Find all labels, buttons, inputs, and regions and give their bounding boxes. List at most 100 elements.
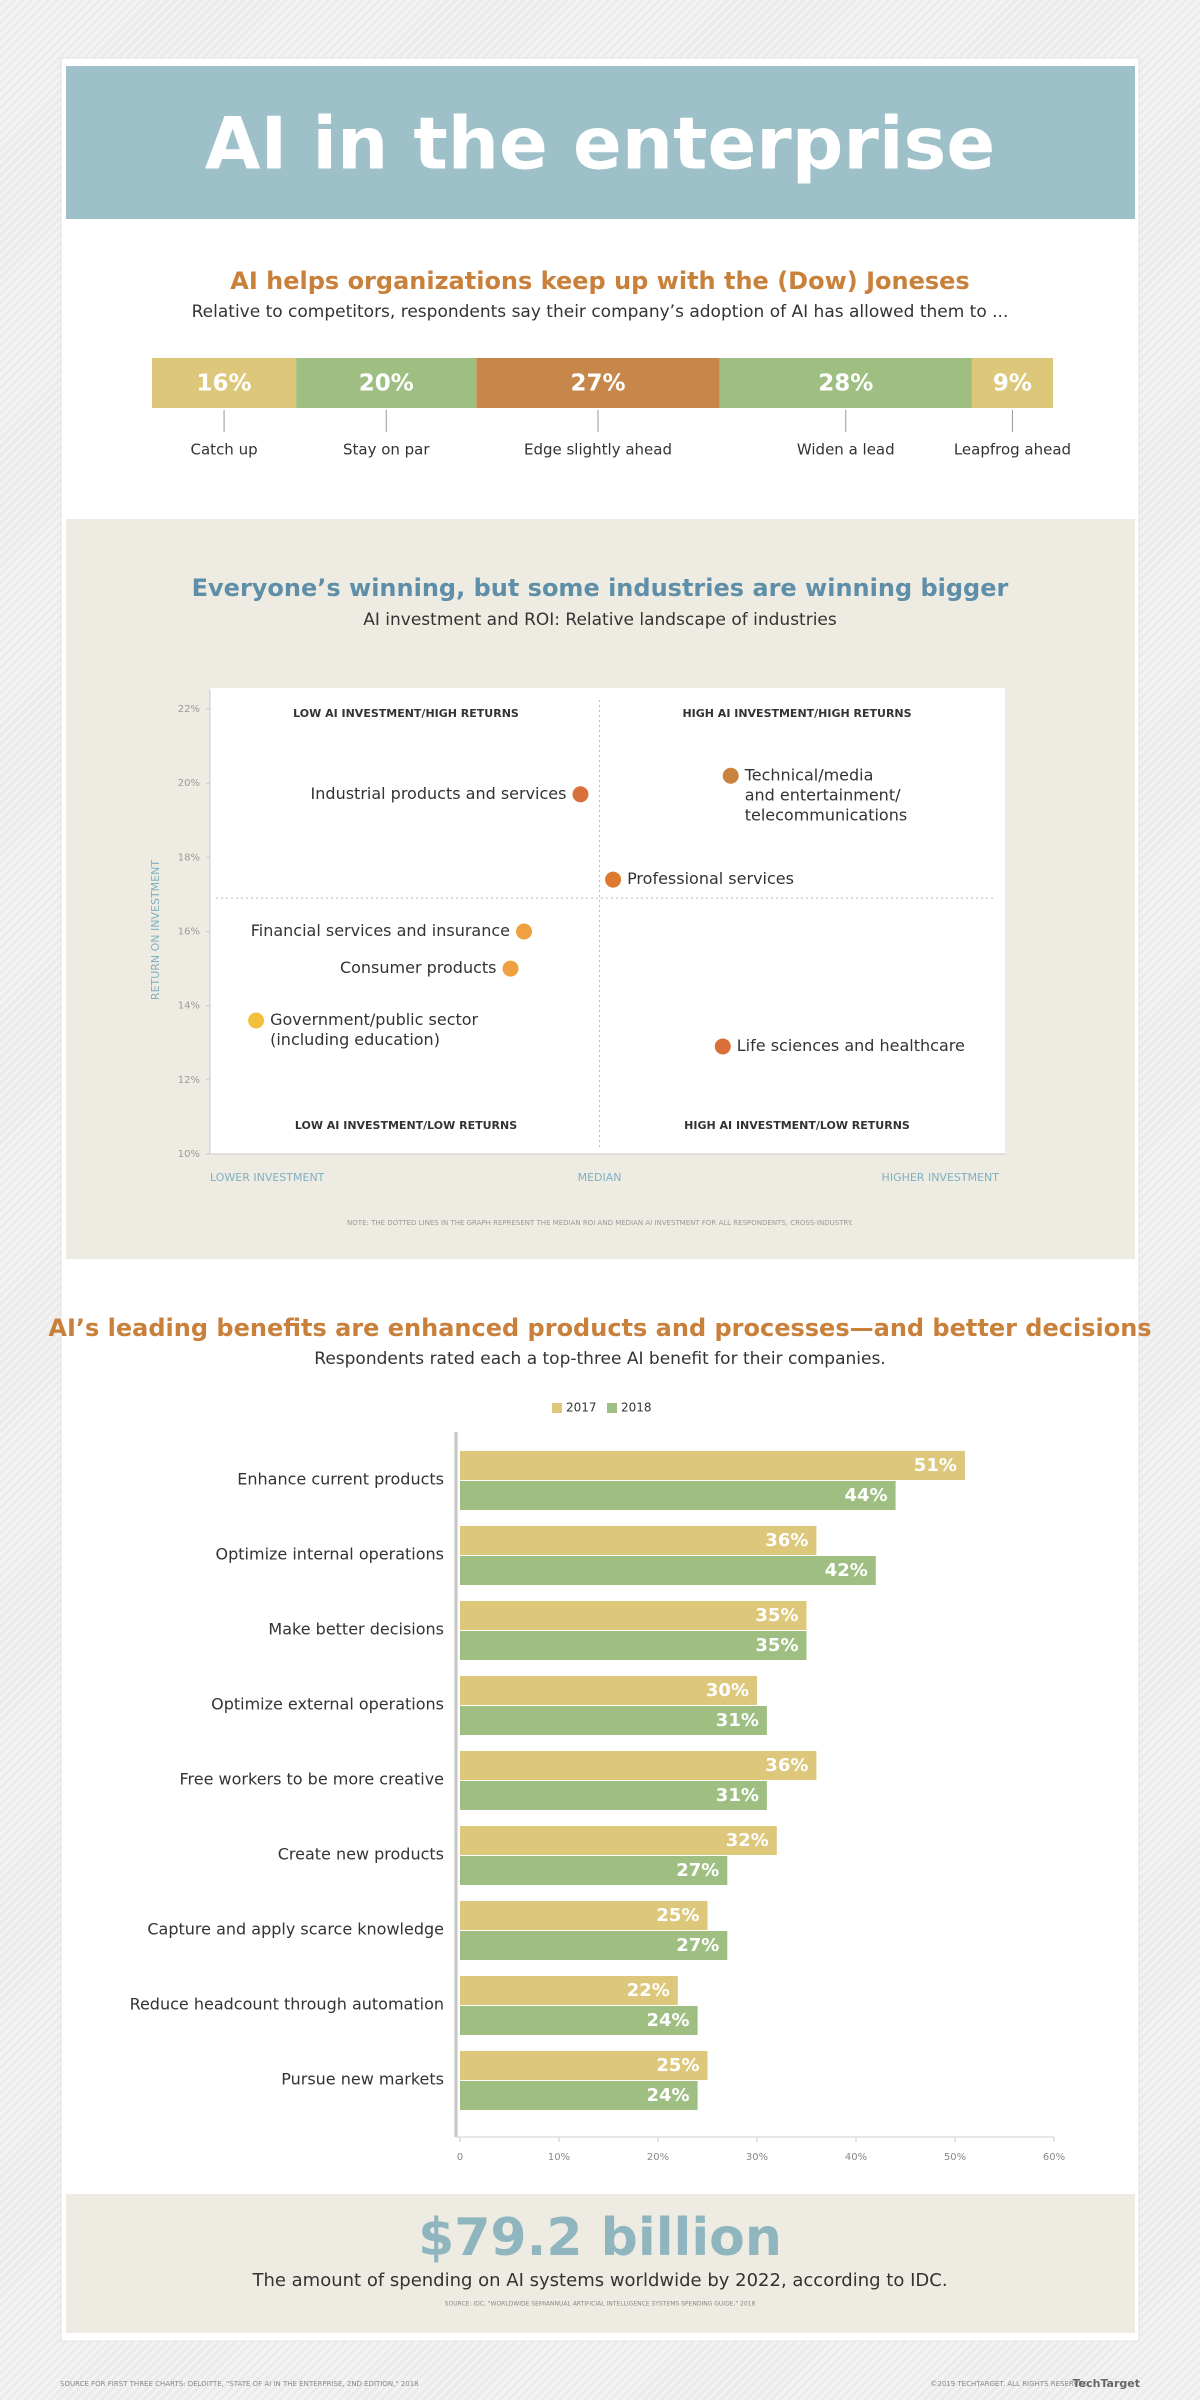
y-tick-label: 10% — [178, 1149, 200, 1160]
point-label: Technical/media — [744, 765, 874, 784]
bar — [460, 1856, 728, 1885]
value-label: 25% — [656, 1905, 699, 1926]
bar-segment — [476, 358, 720, 408]
bar — [460, 2006, 698, 2035]
bar — [460, 1781, 767, 1810]
point-label: (including education) — [270, 1030, 440, 1049]
chart-subtitle: Relative to competitors, respondents say… — [192, 302, 1009, 322]
category-label: Optimize external operations — [211, 1695, 444, 1714]
y-tick-label: 18% — [178, 852, 200, 863]
chart-subtitle: AI investment and ROI: Relative landscap… — [363, 610, 837, 630]
value-label: 22% — [627, 1980, 670, 2001]
point — [714, 1038, 731, 1055]
value-label: 28% — [818, 371, 873, 397]
value-label: 30% — [706, 1680, 749, 1701]
stat-value: $79.2 billion — [418, 2208, 782, 2268]
point — [248, 1012, 265, 1029]
x-axis-label: HIGHER INVESTMENT — [882, 1171, 1000, 1184]
point-label: Professional services — [627, 869, 794, 888]
legend-swatch — [552, 1403, 562, 1413]
legend-swatch — [607, 1403, 617, 1413]
chart-subtitle: Respondents rated each a top-three AI be… — [314, 1349, 885, 1369]
point — [605, 871, 622, 888]
point-label: Consumer products — [340, 958, 497, 977]
bar — [460, 2051, 708, 2080]
x-tick-label: 60% — [1043, 2152, 1065, 2163]
value-label: 36% — [765, 1755, 808, 1776]
value-label: 35% — [755, 1635, 798, 1656]
bar — [460, 1676, 757, 1705]
x-tick-label: 30% — [746, 2152, 768, 2163]
point — [572, 786, 589, 803]
chart-note: NOTE: THE DOTTED LINES IN THE GRAPH REPR… — [347, 1219, 853, 1227]
value-label: 31% — [716, 1710, 759, 1731]
category-label: Capture and apply scarce knowledge — [147, 1920, 444, 1939]
chart-title: AI’s leading benefits are enhanced produ… — [48, 1314, 1151, 1342]
point-label: telecommunications — [745, 805, 907, 824]
bar-segment — [296, 358, 477, 408]
point-label: Industrial products and services — [311, 784, 567, 803]
point — [502, 960, 519, 977]
value-label: 16% — [197, 371, 252, 397]
bar — [460, 2081, 698, 2110]
bar-segment — [971, 358, 1053, 408]
value-label: 51% — [914, 1455, 957, 1476]
bar — [460, 1631, 807, 1660]
bar — [460, 1826, 777, 1855]
chart-title: Everyone’s winning, but some industries … — [192, 574, 1009, 602]
x-tick-label: 0 — [457, 2152, 463, 2163]
footer-copyright: ©2019 TECHTARGET. ALL RIGHTS RESERVED — [930, 2380, 1088, 2388]
category-label: Make better decisions — [268, 1620, 444, 1639]
y-tick-label: 16% — [178, 927, 200, 938]
category-label: Reduce headcount through automation — [130, 1995, 444, 2014]
y-tick-label: 22% — [178, 704, 200, 715]
value-label: 32% — [726, 1830, 769, 1851]
stat-source: SOURCE: IDC, "WORLDWIDE SEMIANNUAL ARTIF… — [445, 2301, 756, 2308]
category-label: Pursue new markets — [281, 2070, 444, 2089]
bar — [460, 1526, 817, 1555]
value-label: 20% — [359, 371, 414, 397]
point-label: Financial services and insurance — [251, 921, 510, 940]
point-label: Life sciences and healthcare — [737, 1036, 965, 1055]
value-label: 24% — [647, 2010, 690, 2031]
plot-area — [210, 688, 1005, 1154]
category-label: Widen a lead — [797, 441, 895, 459]
quadrant-label: LOW AI INVESTMENT/LOW RETURNS — [295, 1119, 517, 1132]
x-tick-label: 10% — [548, 2152, 570, 2163]
x-tick-label: 50% — [944, 2152, 966, 2163]
logo: TechTarget — [1073, 2377, 1140, 2390]
category-label: Leapfrog ahead — [954, 441, 1071, 459]
quadrant-label: HIGH AI INVESTMENT/LOW RETURNS — [684, 1119, 910, 1132]
bar-segment — [152, 358, 297, 408]
bar — [460, 1931, 728, 1960]
value-label: 35% — [755, 1605, 798, 1626]
y-tick-label: 14% — [178, 1001, 200, 1012]
value-label: 27% — [570, 371, 625, 397]
value-label: 44% — [845, 1485, 888, 1506]
bar — [460, 1556, 876, 1585]
stat-caption: The amount of spending on AI systems wor… — [251, 2270, 947, 2291]
bar-segment — [719, 358, 972, 408]
category-label: Enhance current products — [237, 1470, 444, 1489]
value-label: 25% — [656, 2055, 699, 2076]
quadrant-label: HIGH AI INVESTMENT/HIGH RETURNS — [682, 707, 911, 720]
value-label: 36% — [765, 1530, 808, 1551]
value-label: 27% — [676, 1935, 719, 1956]
point-label: Government/public sector — [270, 1010, 478, 1029]
y-axis-label: RETURN ON INVESTMENT — [149, 860, 162, 1000]
footer-source: SOURCE FOR FIRST THREE CHARTS: DELOITTE,… — [60, 2380, 419, 2388]
x-tick-label: 40% — [845, 2152, 867, 2163]
point — [516, 923, 533, 940]
bar — [460, 1451, 965, 1480]
category-label: Free workers to be more creative — [180, 1770, 445, 1789]
y-tick-label: 12% — [178, 1075, 200, 1086]
x-axis-label: LOWER INVESTMENT — [210, 1171, 325, 1184]
legend-label: 2017 — [566, 1401, 597, 1415]
bar — [460, 1601, 807, 1630]
legend-label: 2018 — [621, 1401, 652, 1415]
quadrant-label: LOW AI INVESTMENT/HIGH RETURNS — [293, 707, 519, 720]
category-label: Stay on par — [343, 441, 430, 459]
value-label: 9% — [993, 371, 1032, 397]
